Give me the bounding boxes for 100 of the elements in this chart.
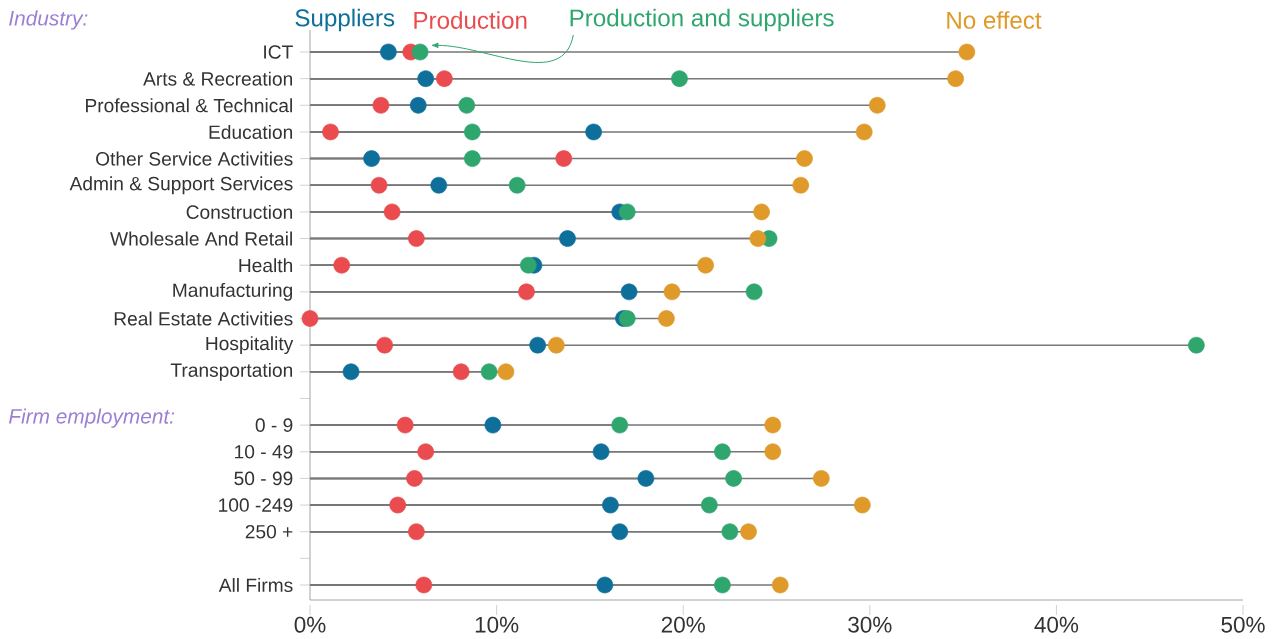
point	[529, 336, 546, 354]
series-label: No effect	[947, 11, 1042, 29]
point	[868, 96, 886, 114]
point	[792, 176, 810, 194]
point	[464, 123, 481, 141]
point	[497, 363, 515, 381]
point	[555, 150, 573, 167]
point	[430, 176, 448, 194]
series-label: Production	[414, 11, 527, 29]
point	[333, 256, 351, 274]
y-tick-label: Construction	[186, 204, 293, 219]
point	[620, 283, 638, 301]
point	[658, 310, 675, 327]
y-tick-label: Manufacturing	[173, 282, 293, 301]
point	[370, 176, 388, 194]
point	[409, 96, 427, 114]
point	[700, 496, 718, 514]
y-tick-label: 0 - 9	[255, 418, 293, 432]
point	[764, 443, 782, 461]
y-tick-label: Education	[209, 124, 293, 139]
point	[663, 283, 681, 301]
y-tick-label: 250 +	[245, 524, 293, 539]
point	[383, 203, 401, 221]
point	[411, 43, 429, 61]
x-tick-label: 0%	[294, 616, 326, 633]
point	[596, 576, 614, 594]
y-tick-label: ICT	[264, 45, 293, 59]
x-tick-label: 40%	[1034, 616, 1079, 633]
point	[484, 416, 502, 434]
y-tick-label: 10 - 49	[235, 444, 293, 459]
y-tick-label: Other Service Activities	[96, 151, 293, 166]
point	[458, 96, 476, 114]
y-tick-label: Transportation	[170, 362, 293, 381]
point	[854, 496, 871, 514]
point	[372, 96, 390, 114]
y-tick-label: Admin & Support Services	[69, 176, 293, 195]
point	[671, 70, 688, 87]
point	[301, 310, 319, 327]
point	[1188, 336, 1205, 354]
point	[480, 363, 498, 381]
x-tick-label: 10%	[475, 616, 519, 633]
point	[322, 123, 339, 141]
point	[559, 230, 576, 247]
point	[389, 496, 407, 514]
point	[958, 43, 976, 61]
y-tick-label: 100 -249	[219, 498, 293, 512]
y-tick-label: Hospitality	[206, 336, 294, 355]
point	[592, 443, 610, 461]
point	[855, 123, 873, 141]
x-tick-label: 30%	[848, 616, 892, 633]
point	[714, 443, 731, 461]
point	[947, 70, 964, 87]
point	[611, 523, 629, 541]
y-tick-label: Arts & Recreation	[143, 71, 292, 86]
point	[396, 416, 414, 434]
point	[436, 70, 453, 87]
y-tick-label: Wholesale And Retail	[110, 231, 292, 246]
point	[380, 43, 397, 61]
point	[618, 203, 636, 221]
point	[749, 230, 767, 247]
point	[721, 523, 739, 541]
series-label: Suppliers	[295, 8, 395, 32]
y-tick-label: 50 - 99	[234, 471, 293, 486]
point	[753, 203, 770, 221]
point	[618, 310, 636, 327]
point	[417, 70, 435, 87]
point	[796, 150, 813, 167]
text: Industry:	[9, 10, 88, 30]
point	[464, 150, 481, 167]
text: Production and suppliers	[570, 8, 834, 32]
point	[452, 363, 470, 381]
point	[408, 230, 425, 247]
point	[585, 123, 602, 141]
point	[417, 443, 435, 461]
text: Firm employment:	[8, 408, 175, 428]
point	[611, 416, 629, 434]
y-tick-label: Real Estate Activities	[114, 311, 293, 326]
point	[415, 576, 433, 594]
y-tick-label: All Firms	[218, 577, 293, 593]
point	[363, 150, 380, 167]
point	[602, 496, 619, 514]
y-tick-label: Professional & Technical	[86, 98, 292, 113]
point	[740, 523, 757, 541]
point	[637, 470, 655, 487]
x-tick-label: 50%	[1221, 616, 1265, 633]
point	[725, 470, 742, 487]
point	[764, 416, 782, 434]
point	[547, 336, 565, 354]
y-tick-label: Health	[239, 258, 293, 273]
point	[508, 176, 526, 194]
point	[519, 256, 537, 274]
point	[376, 336, 393, 354]
x-tick-label: 20%	[661, 616, 705, 633]
point	[408, 523, 425, 541]
point	[745, 283, 763, 301]
point	[342, 363, 360, 381]
point	[771, 576, 789, 594]
point	[697, 256, 714, 274]
point	[518, 283, 535, 301]
point	[812, 470, 830, 487]
